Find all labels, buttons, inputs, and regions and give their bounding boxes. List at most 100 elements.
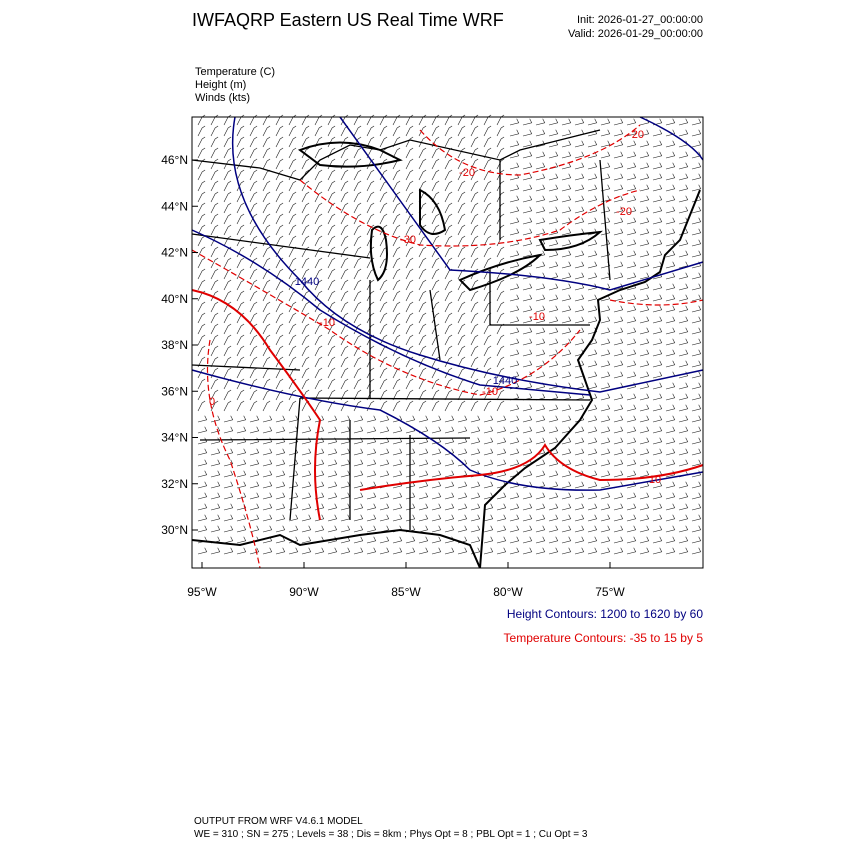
wind-barb: [561, 536, 572, 544]
wind-barb: [275, 213, 284, 225]
wind-barb: [301, 213, 310, 225]
wind-barb: [652, 228, 663, 236]
height-contour: [339, 116, 704, 291]
wind-barb: [353, 125, 362, 137]
wind-barb: [496, 224, 505, 236]
wind-barb: [600, 415, 611, 423]
wind-barb: [639, 140, 650, 148]
wind-barb: [431, 481, 442, 489]
wind-barb: [275, 426, 286, 434]
wind-barb: [561, 525, 572, 533]
wind-barb: [535, 547, 546, 555]
wind-barb: [665, 514, 676, 522]
wind-barb: [392, 514, 403, 522]
wind-barb: [496, 191, 505, 203]
wind-barb: [600, 481, 611, 489]
wind-barb: [210, 400, 219, 412]
wind-barb: [418, 492, 429, 500]
wind-barb: [366, 426, 377, 434]
wind-barb: [392, 426, 403, 434]
wind-barb: [483, 235, 492, 247]
wind-barb: [197, 235, 206, 247]
wind-barb: [418, 481, 429, 489]
wind-barb: [600, 250, 611, 258]
wind-barb: [392, 448, 403, 456]
field-label: Temperature (C): [195, 66, 275, 78]
wind-barb: [444, 525, 455, 533]
wind-barb: [340, 136, 349, 148]
wind-barb: [496, 415, 507, 423]
wind-barb: [249, 547, 260, 555]
wind-barb: [587, 514, 598, 522]
wind-barb: [613, 140, 624, 148]
wind-barb: [223, 356, 232, 368]
wind-barb: [314, 547, 325, 555]
wind-barb: [483, 448, 494, 456]
wind-barb: [327, 180, 336, 192]
wind-barb: [665, 206, 676, 214]
wind-barb: [262, 415, 273, 423]
wind-barb: [301, 459, 312, 467]
wind-barb: [431, 448, 442, 456]
wind-barb: [613, 360, 624, 368]
wind-barb: [379, 323, 388, 335]
wind-barb: [223, 312, 232, 324]
wind-barb: [327, 125, 336, 137]
wind-barb: [496, 202, 505, 214]
wind-barb: [470, 426, 481, 434]
wind-barb: [535, 118, 546, 126]
wind-barb: [288, 136, 297, 148]
wind-barb: [561, 503, 572, 511]
wind-barb: [340, 536, 351, 544]
wind-barb: [535, 162, 546, 170]
wind-barb: [249, 356, 258, 368]
wind-barb: [587, 415, 598, 423]
wind-barb: [522, 525, 533, 533]
wind-barb: [509, 206, 520, 214]
wind-barb: [652, 492, 663, 500]
wind-barb: [353, 536, 364, 544]
wind-barb: [678, 261, 689, 269]
wind-barb: [691, 448, 702, 456]
wind-barb: [327, 547, 338, 555]
wind-barb: [236, 470, 247, 478]
wind-barb: [353, 367, 362, 379]
wind-barb: [652, 294, 663, 302]
wind-barb: [626, 173, 637, 181]
wind-barb: [678, 184, 689, 192]
wind-barb: [470, 279, 479, 291]
wind-barb: [626, 195, 637, 203]
wind-barb: [496, 169, 505, 181]
wind-barb: [418, 415, 429, 423]
wind-barb: [366, 378, 375, 390]
wind-barb: [522, 437, 533, 445]
wind-barb: [561, 151, 572, 159]
wind-barb: [249, 290, 258, 302]
wind-barb: [275, 290, 284, 302]
wind-barb: [678, 437, 689, 445]
wind-barb: [665, 118, 676, 126]
wind-barb: [626, 470, 637, 478]
wind-barb: [418, 334, 427, 346]
wind-barb: [587, 118, 598, 126]
coastline: [479, 189, 701, 569]
wind-barb: [613, 349, 624, 357]
wind-barb: [353, 202, 362, 214]
wind-barb: [249, 312, 258, 324]
wind-barb: [496, 158, 505, 170]
wind-barb: [509, 305, 520, 313]
wind-barb: [639, 129, 650, 137]
wind-barb: [587, 360, 598, 368]
wind-barb: [691, 118, 702, 126]
wind-barb: [197, 213, 206, 225]
wind-barb: [587, 547, 598, 555]
wind-barb: [496, 268, 505, 280]
legend-temperature: Temperature Contours: -35 to 15 by 5: [504, 631, 704, 645]
wind-barb: [548, 272, 559, 280]
wind-barb: [353, 389, 362, 401]
wind-barb: [353, 448, 364, 456]
wind-barb: [470, 246, 479, 258]
wind-barb: [561, 195, 572, 203]
wind-barb: [665, 272, 676, 280]
wind-barb: [431, 147, 440, 159]
